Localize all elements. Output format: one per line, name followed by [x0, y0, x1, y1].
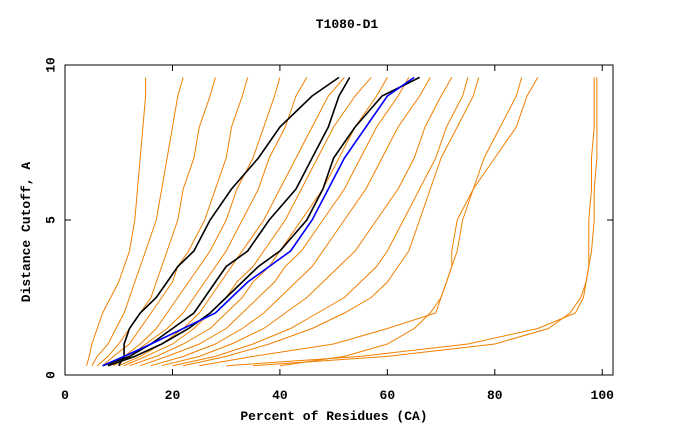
x-tick-label: 60	[380, 388, 396, 403]
series-line	[102, 77, 351, 367]
y-tick-label: 5	[43, 216, 58, 224]
x-tick-label: 80	[487, 388, 503, 403]
series-line	[161, 77, 453, 367]
plot-frame	[64, 64, 614, 376]
series-line	[129, 77, 388, 367]
series-line	[118, 77, 345, 367]
y-axis-label: Distance Cutoff, A	[19, 162, 34, 303]
series-line	[140, 77, 410, 367]
x-tick-label: 100	[591, 388, 615, 403]
x-tick-label: 0	[61, 388, 69, 403]
series-line	[183, 77, 480, 367]
series-line	[102, 76, 415, 367]
series-line	[252, 77, 598, 367]
series-line	[96, 77, 216, 367]
x-axis-label: Percent of Residues (CA)	[240, 409, 427, 424]
plot-lines	[86, 76, 598, 367]
chart-title: T1080-D1	[316, 17, 379, 32]
series-line	[107, 76, 420, 367]
series-line	[91, 77, 184, 366]
x-tick-label: 20	[165, 388, 181, 403]
series-line	[86, 77, 147, 366]
series-line	[113, 77, 308, 367]
y-tick-label: 10	[43, 57, 58, 73]
y-tick-label: 0	[43, 371, 58, 379]
series-line	[226, 77, 595, 367]
series-line	[107, 77, 281, 367]
x-tick-label: 40	[272, 388, 288, 403]
series-line	[123, 77, 372, 367]
series-line	[279, 77, 523, 367]
series-line	[150, 77, 431, 367]
series-line	[118, 76, 340, 367]
series-line	[172, 77, 469, 367]
